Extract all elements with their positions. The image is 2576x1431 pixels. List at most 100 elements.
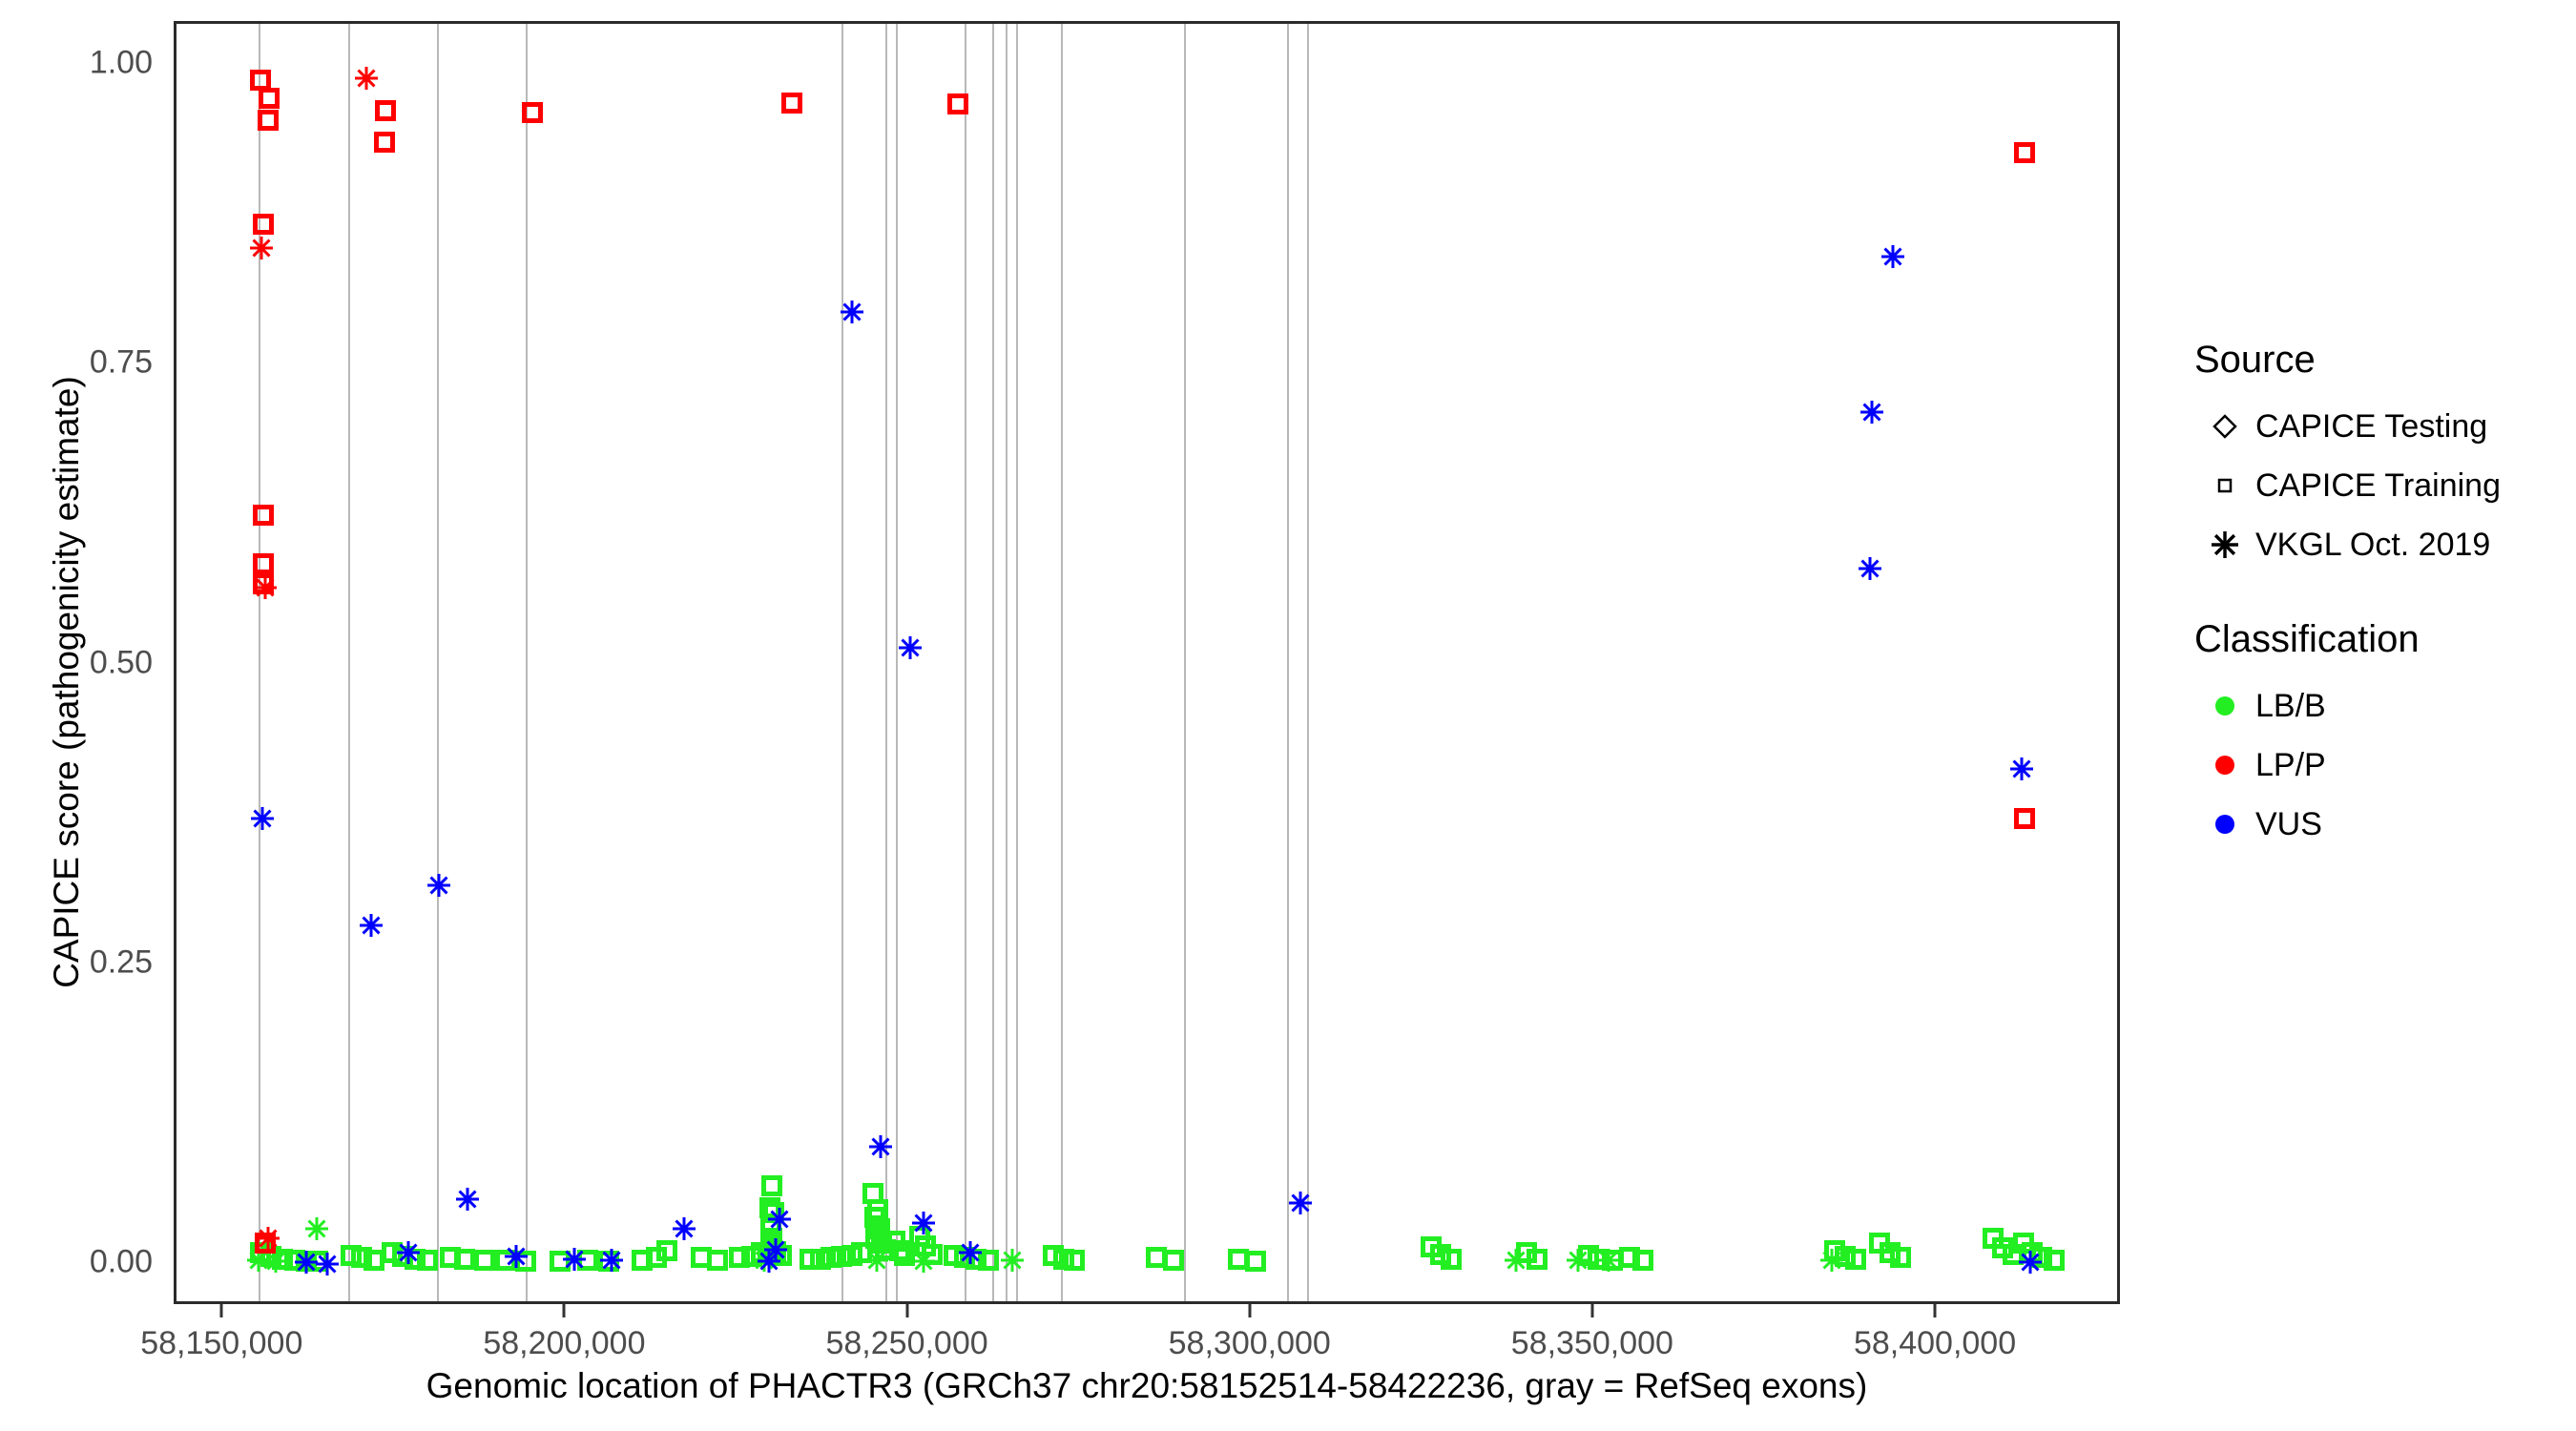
legend-item-vkgl-oct-2019[interactable]: VKGL Oct. 2019 bbox=[2194, 515, 2566, 574]
data-point bbox=[1844, 1248, 1866, 1270]
refseq-exon-line bbox=[347, 24, 350, 1301]
x-tick-mark bbox=[1248, 1304, 1252, 1317]
data-point bbox=[1063, 1249, 1085, 1271]
data-point bbox=[1880, 244, 1905, 269]
y-tick-label: 0.00 bbox=[89, 1243, 153, 1280]
data-point bbox=[672, 1216, 696, 1241]
legend-item-capice-training[interactable]: CAPICE Training bbox=[2194, 456, 2566, 515]
data-point bbox=[911, 1249, 936, 1274]
data-point bbox=[958, 1240, 983, 1265]
data-point bbox=[2009, 757, 2034, 781]
data-point bbox=[898, 635, 923, 660]
y-tick-label: 1.00 bbox=[89, 44, 153, 81]
legend-item-label: VKGL Oct. 2019 bbox=[2255, 526, 2491, 563]
data-point bbox=[304, 1216, 329, 1241]
data-point bbox=[253, 552, 275, 574]
x-tick-label: 58,200,000 bbox=[483, 1325, 646, 1361]
data-point bbox=[1858, 556, 1882, 581]
data-point bbox=[2014, 808, 2036, 830]
data-point bbox=[759, 1196, 781, 1218]
data-point bbox=[800, 1248, 821, 1270]
data-point bbox=[1632, 1249, 1654, 1271]
refseq-exon-line bbox=[526, 24, 529, 1301]
data-point bbox=[455, 1187, 480, 1212]
refseq-exon-line bbox=[1015, 24, 1018, 1301]
data-point bbox=[249, 236, 274, 260]
data-point bbox=[374, 132, 396, 154]
plot-panel bbox=[174, 21, 2120, 1304]
x-tick-label: 58,400,000 bbox=[1853, 1325, 2017, 1361]
data-point bbox=[893, 1244, 915, 1266]
x-axis-ticks: 58,150,000 58,200,000 58,250,000 58,300,000… bbox=[0, 1304, 2576, 1390]
legend-group-classification: Classification LB/B LP/P VUS bbox=[2194, 618, 2566, 854]
data-point bbox=[453, 1248, 475, 1270]
data-point bbox=[350, 1247, 372, 1269]
data-point bbox=[1526, 1248, 1548, 1270]
x-tick-mark bbox=[219, 1304, 223, 1317]
data-point bbox=[946, 93, 968, 115]
legend-item-label: CAPICE Training bbox=[2255, 467, 2501, 504]
x-tick-label: 58,300,000 bbox=[1168, 1325, 1331, 1361]
data-point bbox=[426, 873, 451, 898]
data-point bbox=[1596, 1248, 1621, 1273]
data-point bbox=[767, 1207, 792, 1232]
circle-icon bbox=[2194, 795, 2255, 854]
refseq-exon-line bbox=[1006, 24, 1008, 1301]
data-point bbox=[416, 1249, 438, 1271]
y-tick-label: 0.25 bbox=[89, 944, 153, 981]
refseq-exon-line bbox=[965, 24, 967, 1301]
data-point bbox=[354, 66, 379, 91]
data-point bbox=[294, 1250, 319, 1275]
data-point bbox=[864, 1248, 889, 1273]
data-point bbox=[863, 1206, 885, 1228]
x-tick-label: 58,350,000 bbox=[1510, 1325, 1673, 1361]
data-point bbox=[840, 300, 864, 324]
data-point bbox=[781, 92, 803, 114]
data-point bbox=[504, 1244, 529, 1269]
y-axis-ticks: 0.00 0.25 0.50 0.75 1.00 bbox=[19, 0, 193, 1431]
refseq-exon-line bbox=[1183, 24, 1186, 1301]
asterisk-icon bbox=[2194, 515, 2255, 574]
data-point bbox=[2044, 1249, 2066, 1271]
data-point bbox=[375, 99, 397, 121]
data-point bbox=[757, 1249, 781, 1274]
legend-title-source: Source bbox=[2194, 339, 2316, 381]
data-point bbox=[707, 1249, 729, 1271]
data-point bbox=[258, 109, 280, 131]
legend-item-label: CAPICE Testing bbox=[2255, 407, 2488, 445]
data-point bbox=[1859, 400, 1884, 425]
data-point bbox=[888, 1239, 910, 1261]
refseq-exon-line bbox=[991, 24, 994, 1301]
data-point bbox=[258, 87, 280, 109]
data-point bbox=[954, 1247, 976, 1269]
data-point bbox=[965, 1248, 987, 1270]
legend-item-vus[interactable]: VUS bbox=[2194, 795, 2566, 854]
data-point bbox=[729, 1247, 751, 1269]
x-axis-title: Genomic location of PHACTR3 (GRCh37 chr2… bbox=[426, 1366, 1868, 1405]
x-tick-mark bbox=[1590, 1304, 1594, 1317]
diamond-icon bbox=[2194, 397, 2255, 456]
data-point bbox=[256, 1226, 280, 1251]
refseq-exon-line bbox=[1307, 24, 1310, 1301]
square-icon bbox=[2194, 456, 2255, 515]
data-point bbox=[515, 1251, 537, 1273]
refseq-exon-line bbox=[1060, 24, 1063, 1301]
data-point bbox=[911, 1211, 936, 1235]
chart-legend: Source CAPICE Testing CAPICE Training VKGL… bbox=[2194, 339, 2566, 898]
data-point bbox=[761, 1175, 783, 1197]
legend-item-lp-p[interactable]: LP/P bbox=[2194, 736, 2566, 795]
data-point bbox=[1504, 1248, 1528, 1273]
legend-item-capice-testing[interactable]: CAPICE Testing bbox=[2194, 397, 2566, 456]
data-point bbox=[253, 505, 275, 527]
circle-icon bbox=[2194, 736, 2255, 795]
data-point bbox=[1618, 1247, 1640, 1269]
data-point bbox=[250, 806, 275, 831]
data-point bbox=[550, 1251, 571, 1273]
refseq-exon-line bbox=[885, 24, 888, 1301]
legend-item-lb-b[interactable]: LB/B bbox=[2194, 676, 2566, 736]
x-tick-mark bbox=[562, 1304, 566, 1317]
x-tick-mark bbox=[1933, 1304, 1937, 1317]
circle-icon bbox=[2194, 676, 2255, 736]
x-tick-label: 58,150,000 bbox=[140, 1325, 303, 1361]
